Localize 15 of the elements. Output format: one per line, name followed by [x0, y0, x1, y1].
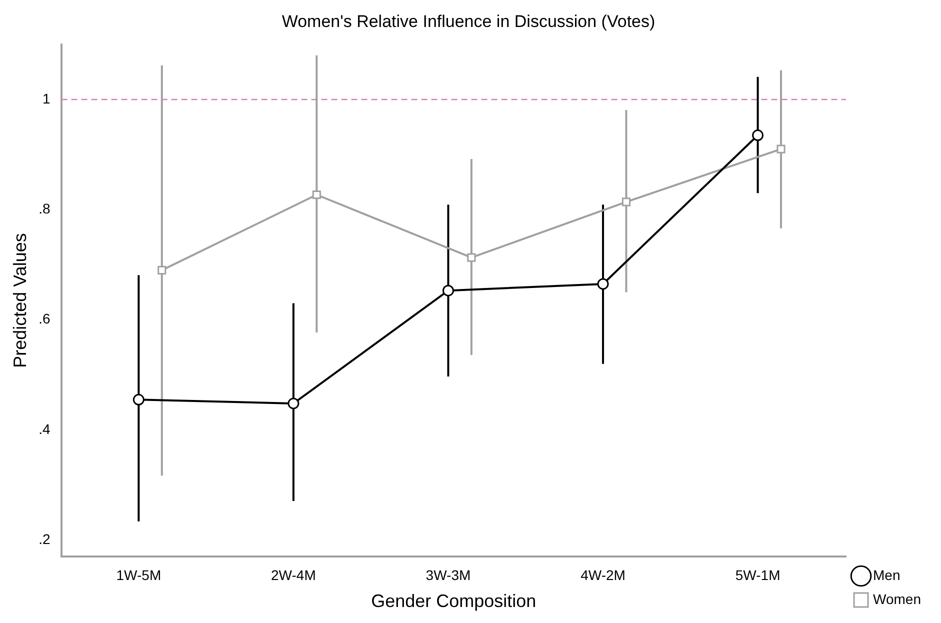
y-tick-label: .4: [38, 420, 50, 437]
x-tick-label: 3W-3M: [426, 566, 471, 583]
chart-title: Women's Relative Influence in Discussion (Votes): [282, 12, 656, 31]
x-tick-label: 5W-1M: [735, 566, 780, 583]
x-tick-label: 2W-4M: [271, 566, 316, 583]
y-tick-label: .6: [38, 310, 50, 327]
y-tick-label: .2: [38, 530, 50, 547]
y-tick-label: .8: [38, 200, 50, 216]
legend-label: Women: [873, 590, 922, 607]
x-tick-label: 1W-5M: [116, 566, 162, 583]
y-axis-title: Predicted Values: [10, 233, 30, 368]
legend-label: Men: [873, 566, 900, 583]
y-tick-label: 1: [42, 90, 50, 106]
x-axis-title: Gender Composition: [371, 591, 536, 612]
x-tick-label: 4W-2M: [580, 566, 626, 583]
